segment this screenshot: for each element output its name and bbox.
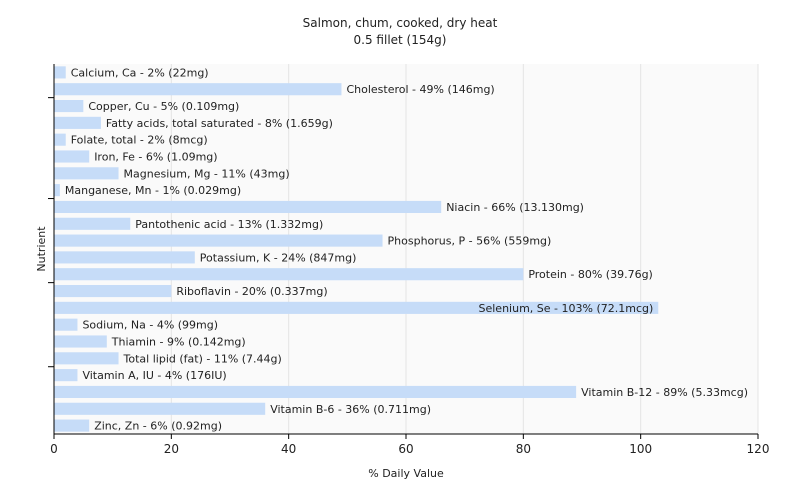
bar [54,99,84,113]
x-tick-label: 100 [629,442,652,456]
bar [54,352,119,365]
bar [54,234,383,247]
bar-label: Selenium, Se - 103% (72.1mcg) [479,302,654,315]
bar [54,116,101,129]
bar [54,268,524,281]
bar-label: Fatty acids, total saturated - 8% (1.659… [106,117,333,130]
bar [54,301,659,314]
bar-label: Cholesterol - 49% (146mg) [346,83,494,96]
chart-subtitle: 0.5 fillet (154g) [354,33,447,47]
bar-label: Iron, Fe - 6% (1.09mg) [94,151,217,164]
bar [54,200,442,214]
bar-label: Manganese, Mn - 1% (0.029mg) [65,184,241,197]
bar [54,369,78,382]
x-tick-label: 120 [747,442,770,456]
bar [54,83,342,96]
bar [54,150,90,163]
bar-label: Folate, total - 2% (8mcg) [71,134,208,147]
x-tick-label: 80 [516,442,531,456]
bar-label: Zinc, Zn - 6% (0.92mg) [94,420,222,433]
x-tick-label: 20 [164,442,179,456]
bar [54,284,172,298]
bar-label: Protein - 80% (39.76g) [528,268,653,281]
bar [54,385,577,399]
y-axis-title: Nutrient [35,226,48,272]
bar [54,167,119,180]
bar [54,66,66,79]
bar-label: Potassium, K - 24% (847mg) [200,251,357,264]
chart-title: Salmon, chum, cooked, dry heat [303,16,498,30]
bar-label: Phosphorus, P - 56% (559mg) [388,235,552,248]
bar-label: Total lipid (fat) - 11% (7.44g) [123,352,282,365]
bars [54,66,659,432]
bar [54,335,107,348]
bar-label: Riboflavin - 20% (0.337mg) [176,285,327,298]
grid-lines [170,64,759,434]
bar-label: Vitamin B-12 - 89% (5.33mcg) [581,386,748,399]
bar-label: Vitamin A, IU - 4% (176IU) [82,369,226,382]
bar [54,402,266,415]
bar-label: Niacin - 66% (13.130mg) [446,201,584,214]
bar [54,419,90,432]
bar-labels: Calcium, Ca - 2% (22mg) Cholesterol - 49%… [65,66,748,432]
bar [54,251,195,264]
bar-label: Magnesium, Mg - 11% (43mg) [124,167,290,180]
bar [54,184,60,197]
bar-label: Thiamin - 9% (0.142mg) [111,336,246,349]
bar [54,133,66,146]
bar-label: Vitamin B-6 - 36% (0.711mg) [270,403,431,416]
y-axis-ticks [48,97,54,368]
x-tick-label: 0 [50,442,58,456]
bar [54,217,131,230]
bar-label: Copper, Cu - 5% (0.109mg) [88,100,239,113]
x-axis-title: % Daily Value [368,467,444,480]
bar-label: Sodium, Na - 4% (99mg) [82,319,218,332]
bar-label: Pantothenic acid - 13% (1.332mg) [135,218,323,231]
bar [54,318,78,331]
x-axis-ticks: 0 20 40 60 80 100 120 [50,434,769,456]
x-tick-label: 60 [398,442,413,456]
x-tick-label: 40 [281,442,296,456]
bar-label: Calcium, Ca - 2% (22mg) [71,66,209,79]
